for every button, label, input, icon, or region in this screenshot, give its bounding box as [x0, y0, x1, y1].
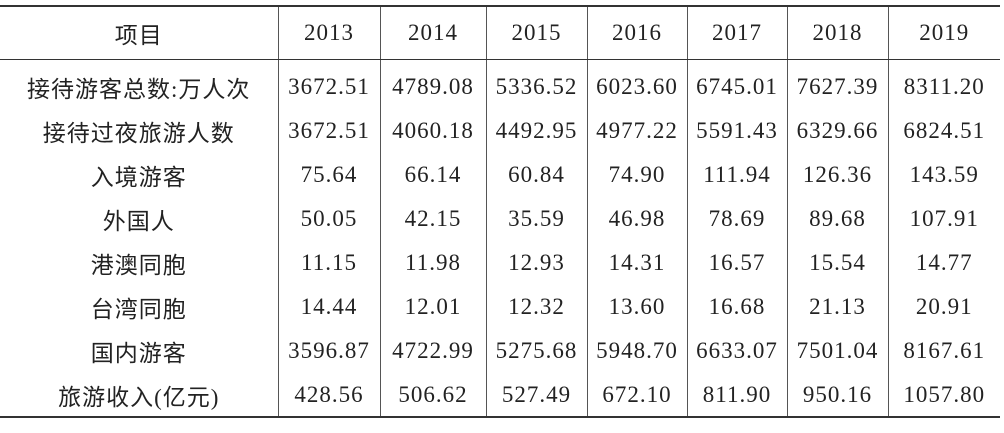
column-header: 2014	[379, 6, 486, 60]
row-label: 旅游收入(亿元)	[58, 384, 220, 410]
cell-value: 5591.43	[686, 109, 787, 153]
cell-value: 5275.68	[485, 329, 587, 373]
cell-value: 950.16	[786, 373, 888, 417]
row-label: 入境游客	[90, 165, 187, 190]
column-header: 2016	[586, 6, 687, 60]
cell-value: 12.01	[379, 285, 486, 329]
cell-value: 74.90	[586, 153, 687, 197]
cell-value: 13.60	[586, 285, 687, 329]
cell-value: 111.94	[686, 153, 787, 197]
cell-value: 14.77	[887, 241, 1000, 285]
cell-value: 8167.61	[887, 329, 1000, 373]
header-row: 项目 2013 2014 2015 2016 2017 2018 2019	[0, 6, 1000, 60]
cell-value: 5336.52	[485, 59, 587, 109]
cell-value: 107.91	[887, 197, 1000, 241]
cell-value: 78.69	[686, 197, 787, 241]
cell-value: 46.98	[586, 197, 687, 241]
cell-value: 16.68	[686, 285, 787, 329]
cell-value: 14.31	[586, 241, 687, 285]
cell-value: 4492.95	[485, 109, 587, 153]
cell-value: 35.59	[485, 197, 587, 241]
table-row: 国内游客 3596.87 4722.99 5275.68 5948.70 6633.07 7…	[0, 329, 1000, 373]
column-header: 2018	[786, 6, 888, 60]
column-header: 2013	[277, 6, 380, 60]
cell-value: 4722.99	[379, 329, 486, 373]
cell-value: 16.57	[686, 241, 787, 285]
cell-value: 6745.01	[686, 59, 787, 109]
table-row: 台湾同胞 14.44 12.01 12.32 13.60 16.68 21.13 20.91	[0, 285, 1000, 329]
column-header: 2015	[485, 6, 587, 60]
cell-value: 75.64	[277, 153, 380, 197]
table-row: 入境游客 75.64 66.14 60.84 74.90 111.94 126.36 143.…	[0, 153, 1000, 197]
cell-value: 66.14	[379, 153, 486, 197]
table-row: 接待游客总数:万人次 3672.51 4789.08 5336.52 6023.60 67…	[0, 59, 1000, 109]
cell-value: 15.54	[786, 241, 888, 285]
cell-value: 126.36	[786, 153, 888, 197]
cell-value: 20.91	[887, 285, 1000, 329]
table-row: 港澳同胞 11.15 11.98 12.93 14.31 16.57 15.54 14.77	[0, 241, 1000, 285]
cell-value: 143.59	[887, 153, 1000, 197]
cell-value: 89.68	[786, 197, 888, 241]
table-body: 接待游客总数:万人次 3672.51 4789.08 5336.52 6023.60 67…	[0, 59, 1000, 417]
cell-value: 6023.60	[586, 59, 687, 109]
data-table: 项目 2013 2014 2015 2016 2017 2018 2019 接待游客总数:万人…	[0, 5, 1000, 418]
row-label: 接待过夜旅游人数	[42, 121, 235, 146]
cell-value: 4060.18	[379, 109, 486, 153]
table-row: 接待过夜旅游人数 3672.51 4060.18 4492.95 4977.22 5591…	[0, 109, 1000, 153]
row-label: 外国人	[102, 209, 175, 234]
cell-value: 50.05	[277, 197, 380, 241]
cell-value: 42.15	[379, 197, 486, 241]
row-label: 接待游客总数:万人次	[27, 77, 251, 103]
cell-value: 7627.39	[786, 59, 888, 109]
cell-value: 11.98	[379, 241, 486, 285]
cell-value: 3672.51	[277, 109, 380, 153]
cell-value: 4789.08	[379, 59, 486, 109]
cell-value: 8311.20	[887, 59, 1000, 109]
cell-value: 527.49	[485, 373, 587, 417]
cell-value: 3596.87	[277, 329, 380, 373]
cell-value: 12.93	[485, 241, 587, 285]
cell-value: 7501.04	[786, 329, 888, 373]
cell-value: 811.90	[686, 373, 787, 417]
row-header-title: 项目	[0, 6, 278, 60]
cell-value: 6329.66	[786, 109, 888, 153]
table-row: 外国人 50.05 42.15 35.59 46.98 78.69 89.68 107.91	[0, 197, 1000, 241]
cell-value: 6633.07	[686, 329, 787, 373]
cell-value: 672.10	[586, 373, 687, 417]
cell-value: 12.32	[485, 285, 587, 329]
cell-value: 60.84	[485, 153, 587, 197]
cell-value: 4977.22	[586, 109, 687, 153]
cell-value: 11.15	[277, 241, 380, 285]
cell-value: 1057.80	[887, 373, 1000, 417]
cell-value: 21.13	[786, 285, 888, 329]
row-label: 台湾同胞	[90, 297, 187, 322]
column-header: 2017	[686, 6, 787, 60]
cell-value: 506.62	[379, 373, 486, 417]
cell-value: 428.56	[277, 373, 380, 417]
cell-value: 14.44	[277, 285, 380, 329]
table-row: 旅游收入(亿元) 428.56 506.62 527.49 672.10 811.90 95…	[0, 373, 1000, 417]
row-label: 国内游客	[90, 341, 187, 366]
column-header: 2019	[887, 6, 1000, 60]
row-label: 港澳同胞	[90, 253, 187, 278]
cell-value: 5948.70	[586, 329, 687, 373]
cell-value: 6824.51	[887, 109, 1000, 153]
cell-value: 3672.51	[277, 59, 380, 109]
